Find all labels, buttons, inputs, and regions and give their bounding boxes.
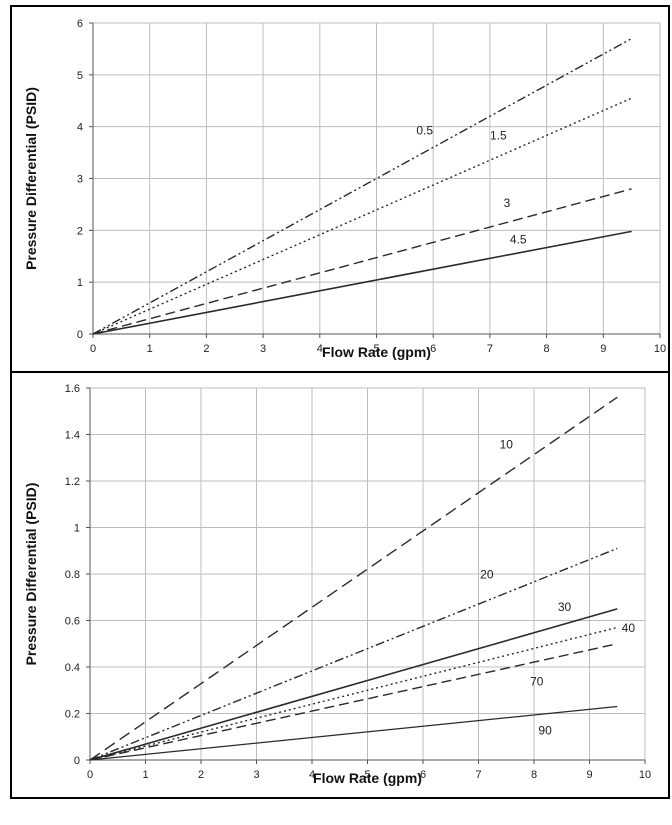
series-line-70: [89, 643, 618, 761]
x-tick-label: 6: [420, 769, 426, 781]
series-label-90: 90: [538, 723, 552, 737]
series-label-4-5: 4.5: [510, 232, 527, 246]
y-tick-label: 0: [77, 329, 83, 341]
chart-panel-top: 0 1 2 3 4 5 6 7 8 9 10 0 1 2 3 4 5 6 Flow Rate (gpm) Pressu…: [10, 5, 670, 373]
series-label-30: 30: [558, 600, 572, 614]
x-tick-label: 9: [586, 769, 592, 781]
x-tick-label: 7: [487, 343, 493, 355]
series-line-3: [92, 188, 632, 335]
y-tick-label: 0.2: [65, 709, 80, 721]
series-label-70: 70: [530, 675, 544, 689]
y-tick-label: 1.2: [65, 476, 80, 488]
x-tick-label: 10: [654, 343, 666, 355]
x-tick-label: 0: [87, 769, 93, 781]
x-axis-title: Flow Rate (gpm): [322, 344, 431, 360]
series-label-3: 3: [504, 196, 511, 210]
series-label-1-5: 1.5: [490, 129, 507, 143]
series-line-4-5: [92, 230, 632, 335]
x-axis-title: Flow Rate (gpm): [313, 770, 422, 786]
series-label-20: 20: [480, 568, 494, 582]
series-line-90: [89, 705, 618, 761]
y-tick-label: 4: [77, 122, 83, 134]
x-tick-label: 1: [142, 769, 148, 781]
x-tick-label: 8: [531, 769, 537, 781]
y-axis-title: Pressure Differential (PSID): [23, 87, 39, 270]
x-tick-label: 3: [253, 769, 259, 781]
y-tick-label: 1: [77, 277, 83, 289]
series-line-30: [89, 608, 618, 761]
y-tick-label: 0.8: [65, 569, 80, 581]
y-tick-label: 3: [77, 174, 83, 186]
series-line-20: [89, 547, 618, 761]
series-label-40: 40: [622, 621, 636, 635]
series-line-1-5: [92, 97, 632, 335]
x-tick-label: 4: [317, 343, 323, 355]
y-tick-label: 6: [77, 18, 83, 30]
x-tick-label: 0: [90, 343, 96, 355]
x-tick-label: 3: [260, 343, 266, 355]
series-line-0-5: [92, 37, 632, 335]
y-tick-label: 5: [77, 70, 83, 82]
x-tick-label: 7: [475, 769, 481, 781]
x-tick-label: 9: [600, 343, 606, 355]
series-label-0-5: 0.5: [416, 123, 433, 137]
y-tick-label: 2: [77, 225, 83, 237]
y-tick-label: 1: [74, 523, 80, 535]
y-tick-label: 0.6: [65, 616, 80, 628]
chart-bottom: 0 1 2 3 4 5 6 7 8 9 10 0 0.2 0.4 0.6 0.8 1 1.2 1.4 1.6 Flow …: [23, 383, 651, 786]
x-tick-label: 6: [430, 343, 436, 355]
y-tick-label: 1.4: [65, 430, 80, 442]
y-tick-label: 0.4: [65, 662, 80, 674]
x-tick-label: 2: [203, 343, 209, 355]
series-line-10: [89, 396, 618, 761]
x-tick-label: 10: [639, 769, 651, 781]
y-tick-label: 1.6: [65, 383, 80, 395]
x-tick-label: 5: [373, 343, 379, 355]
x-tick-label: 8: [544, 343, 550, 355]
y-tick-label: 0: [74, 755, 80, 767]
chart-panel-bottom: 0 1 2 3 4 5 6 7 8 9 10 0 0.2 0.4 0.6 0.8 1 1.2 1.4 1.6 Flow …: [10, 371, 670, 799]
series-line-40: [89, 626, 618, 761]
series-label-10: 10: [500, 437, 514, 451]
x-tick-label: 2: [198, 769, 204, 781]
x-tick-label: 5: [364, 769, 370, 781]
y-axis-title: Pressure Differential (PSID): [23, 483, 39, 666]
x-tick-label: 4: [309, 769, 315, 781]
x-tick-label: 1: [147, 343, 153, 355]
